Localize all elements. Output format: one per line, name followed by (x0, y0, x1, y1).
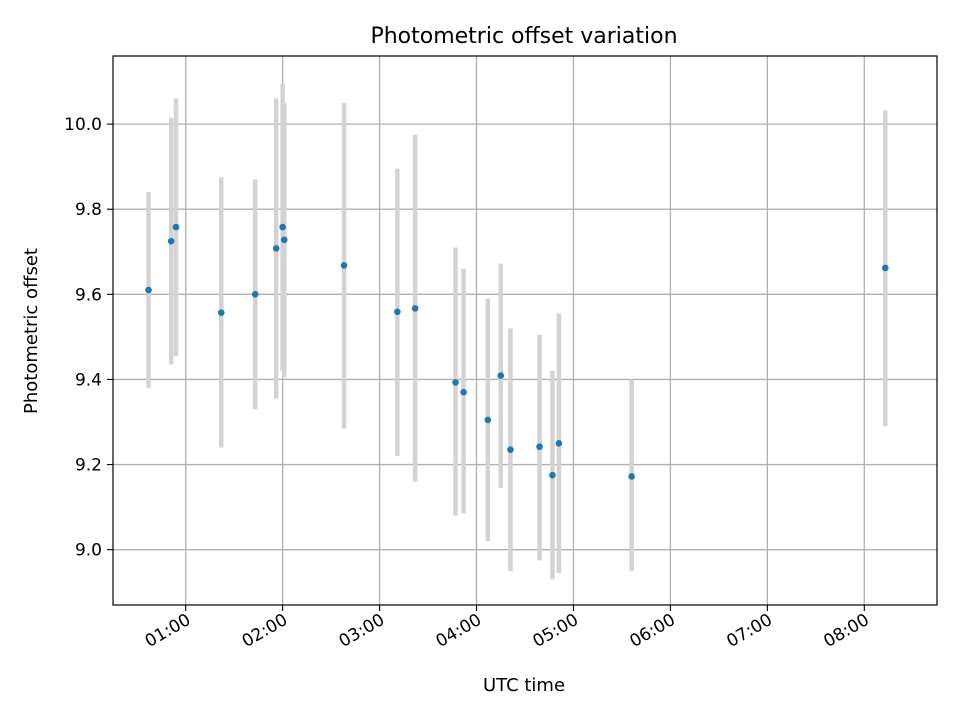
y-tick-label: 9.4 (75, 370, 102, 390)
data-point (460, 388, 467, 396)
data-point (536, 443, 543, 450)
x-axis-label: UTC time (483, 675, 565, 696)
x-tick-label: 05:00 (530, 610, 582, 652)
y-tick-label: 10.0 (64, 115, 102, 135)
x-tick-label: 08:00 (820, 610, 872, 652)
y-tick-label: 9.6 (75, 285, 102, 305)
error-bars (146, 83, 888, 580)
data-point (628, 473, 635, 480)
data-point (340, 262, 348, 269)
plot-frame (112, 55, 938, 606)
data-point (217, 309, 225, 316)
x-tick-label: 01:00 (142, 610, 194, 652)
x-tick-label: 07:00 (723, 610, 775, 652)
data-point (484, 416, 492, 424)
data-point (145, 286, 152, 294)
data-point (549, 471, 556, 479)
data-point (251, 291, 259, 298)
data-point (881, 264, 889, 272)
x-tick-label: 03:00 (336, 610, 388, 652)
data-point (167, 237, 175, 245)
data-point (279, 223, 286, 231)
data-point (280, 236, 288, 244)
y-axis-ticks: 9.0 9.2 9.4 9.6 9.8 10.0 (64, 115, 113, 561)
data-points (145, 223, 889, 480)
grid (113, 56, 937, 605)
x-axis-ticks: 01:00 02:00 03:00 04:00 05:00 06:00 07:00 08:00 (142, 605, 873, 652)
x-tick-label: 06:00 (626, 610, 678, 652)
x-tick-label: 02:00 (239, 610, 291, 652)
data-point (272, 245, 280, 252)
chart-title: Photometric offset variation (370, 24, 677, 49)
data-point (507, 446, 514, 453)
x-tick-label: 04:00 (433, 610, 485, 652)
y-axis-label: Photometric offset (21, 248, 42, 414)
y-tick-label: 9.0 (75, 541, 102, 561)
data-point (452, 379, 459, 386)
data-point (394, 308, 401, 316)
y-tick-label: 9.2 (75, 456, 102, 476)
data-point (555, 439, 563, 447)
y-tick-label: 9.8 (75, 200, 102, 220)
data-point (497, 372, 505, 379)
data-point (172, 223, 180, 231)
data-point (411, 305, 419, 312)
